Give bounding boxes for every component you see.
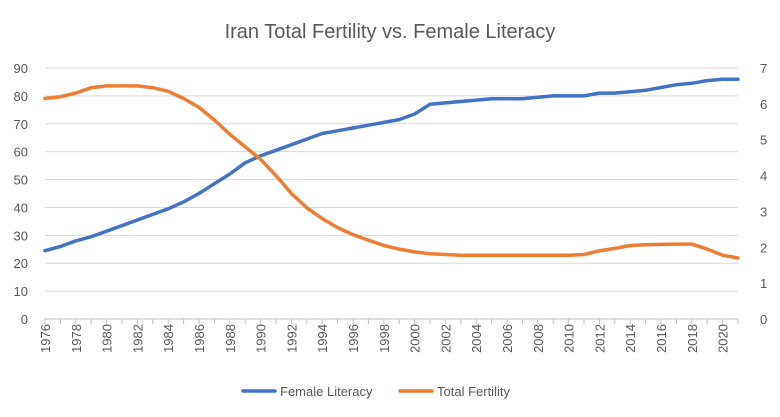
x-tick-label: 1988 <box>223 324 238 353</box>
legend-label-female-literacy: Female Literacy <box>280 384 373 399</box>
y-left-tick-label: 90 <box>14 61 28 76</box>
y-left-tick-label: 40 <box>14 200 28 215</box>
y-left-tick-label: 80 <box>14 89 28 104</box>
y-axis-left: 0 10 20 30 40 50 60 70 80 90 <box>14 61 28 327</box>
x-tick-label: 2012 <box>592 324 607 353</box>
x-tick-label: 1980 <box>100 324 115 353</box>
legend-label-total-fertility: Total Fertility <box>437 384 510 399</box>
x-tick-label: 2006 <box>500 324 515 353</box>
gridlines <box>45 67 738 320</box>
series-line-total-fertility <box>43 84 740 260</box>
y-right-tick-label: 6 <box>760 97 767 112</box>
y-left-tick-label: 10 <box>14 284 28 299</box>
y-left-tick-label: 0 <box>21 312 28 327</box>
x-axis: 1976 1978 1980 1982 1984 1986 1988 1990 1992 1994… <box>38 319 739 353</box>
x-tick-label: 2010 <box>562 324 577 353</box>
x-tick-label: 1990 <box>254 324 269 353</box>
y-right-tick-label: 7 <box>760 61 767 76</box>
x-tick-label: 2008 <box>531 324 546 353</box>
y-right-tick-label: 1 <box>760 276 767 291</box>
y-right-tick-label: 3 <box>760 204 767 219</box>
x-tick-label: 1994 <box>315 324 330 353</box>
x-tick-label: 2018 <box>685 324 700 353</box>
x-tick-label: 2014 <box>623 324 638 353</box>
y-left-tick-label: 70 <box>14 117 28 132</box>
x-tick-label: 2000 <box>408 324 423 353</box>
x-tick-label: 2004 <box>469 324 484 353</box>
y-right-tick-label: 0 <box>760 312 767 327</box>
y-right-tick-label: 5 <box>760 133 767 148</box>
chart-title: Iran Total Fertility vs. Female Literacy <box>225 21 556 43</box>
series-lines <box>43 77 740 260</box>
series-line-female-literacy <box>43 77 740 253</box>
x-tick-label: 2016 <box>654 324 669 353</box>
x-tick-label: 1986 <box>192 324 207 353</box>
x-tick-label: 1996 <box>346 324 361 353</box>
x-tick-label: 2020 <box>716 324 731 353</box>
x-tick-label: 2002 <box>438 324 453 353</box>
y-left-tick-label: 50 <box>14 173 28 188</box>
x-tick-label: 1992 <box>284 324 299 353</box>
y-right-tick-label: 4 <box>760 169 767 184</box>
y-left-tick-label: 20 <box>14 256 28 271</box>
x-tick-label: 1998 <box>377 324 392 353</box>
y-right-tick-label: 2 <box>760 240 767 255</box>
x-tick-label: 1976 <box>38 324 53 353</box>
x-tick-label: 1984 <box>161 324 176 353</box>
x-tick-label: 1982 <box>130 324 145 353</box>
legend: Female Literacy Total Fertility <box>241 384 510 399</box>
y-left-tick-label: 30 <box>14 228 28 243</box>
y-axis-right: 0 1 2 3 4 5 6 7 <box>760 61 767 327</box>
y-left-tick-label: 60 <box>14 145 28 160</box>
x-tick-label: 1978 <box>69 324 84 353</box>
